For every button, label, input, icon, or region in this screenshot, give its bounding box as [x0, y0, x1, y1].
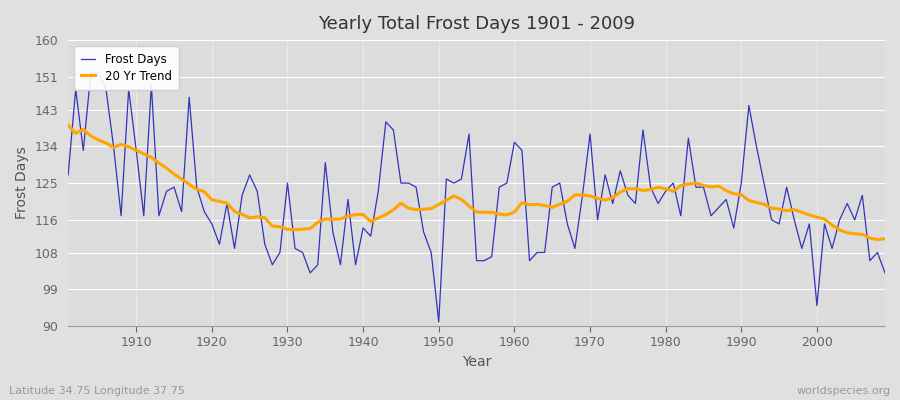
Frost Days: [524, 258, 535, 263]
Text: worldspecies.org: worldspecies.org: [796, 386, 891, 396]
20 Yr Trend: [63, 123, 74, 128]
20 Yr Trend: [290, 227, 301, 232]
Y-axis label: Frost Days: Frost Days: [15, 147, 29, 220]
20 Yr Trend: [599, 198, 610, 202]
Legend: Frost Days, 20 Yr Trend: Frost Days, 20 Yr Trend: [74, 46, 179, 90]
Frost Days: [343, 197, 354, 202]
Line: 20 Yr Trend: 20 Yr Trend: [68, 125, 885, 240]
Frost Days: [297, 250, 308, 255]
20 Yr Trend: [123, 144, 134, 149]
Frost Days: [86, 70, 96, 75]
X-axis label: Year: Year: [462, 355, 491, 369]
Frost Days: [615, 168, 626, 173]
20 Yr Trend: [509, 210, 520, 214]
Frost Days: [517, 148, 527, 153]
Text: Latitude 34.75 Longitude 37.75: Latitude 34.75 Longitude 37.75: [9, 386, 185, 396]
Frost Days: [63, 172, 74, 177]
20 Yr Trend: [879, 236, 890, 241]
Title: Yearly Total Frost Days 1901 - 2009: Yearly Total Frost Days 1901 - 2009: [318, 15, 635, 33]
Frost Days: [130, 148, 141, 153]
Line: Frost Days: Frost Days: [68, 73, 885, 322]
Frost Days: [879, 270, 890, 275]
20 Yr Trend: [501, 212, 512, 217]
20 Yr Trend: [872, 237, 883, 242]
Frost Days: [434, 320, 445, 324]
20 Yr Trend: [335, 217, 346, 222]
